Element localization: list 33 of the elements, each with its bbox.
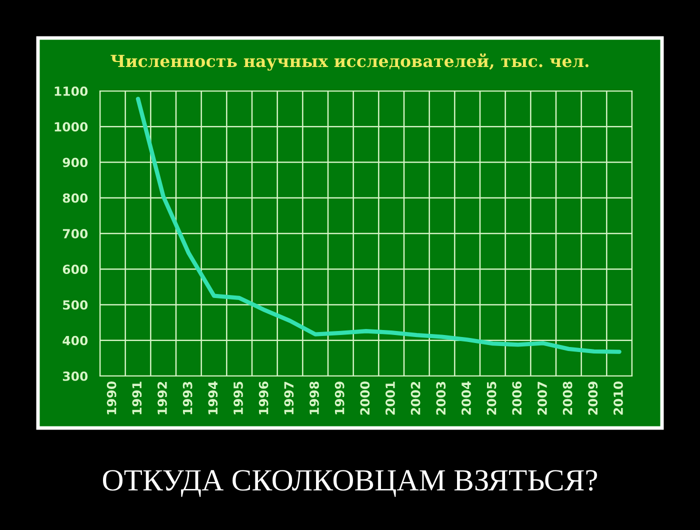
text: ОТКУДА СКОЛКОВЦАМ ВЗЯТЬСЯ? — [102, 470, 598, 497]
x-tick-label: 1998 — [310, 382, 319, 414]
x-tick-label: 2008 — [562, 382, 572, 415]
y-tick-label: 300 — [62, 371, 88, 381]
y-tick-label: 600 — [62, 264, 88, 274]
line-series — [136, 96, 622, 354]
x-tick-label: 2009 — [588, 382, 598, 415]
y-tick-label: 700 — [62, 228, 88, 238]
x-tick-label: 1993 — [182, 382, 192, 414]
y-tick-label: 1100 — [54, 86, 88, 96]
x-tick-label: 2010 — [614, 381, 623, 415]
x-tick-label: 2003 — [436, 382, 446, 415]
x-tick-label: 1996 — [258, 382, 268, 414]
y-tick-label: 800 — [62, 193, 88, 203]
x-tick-label: 2006 — [512, 382, 522, 415]
chart-title: Численность научных исследователей, тыс. чел. — [110, 53, 588, 71]
x-tick-label: 1991 — [132, 382, 142, 414]
y-tick-label: 400 — [62, 336, 88, 346]
x-tick-label: 2004 — [462, 381, 471, 415]
y-tick-label: 500 — [63, 300, 88, 310]
x-tick-label: 1990 — [106, 381, 116, 414]
x-tick-label: 2002 — [410, 382, 420, 415]
x-tick-label: 1999 — [334, 382, 344, 414]
x-tick-label: 1992 — [158, 382, 167, 414]
x-tick-label: 2000 — [360, 381, 370, 415]
y-tick-label: 1000 — [54, 122, 88, 132]
y-tick-label: 900 — [62, 158, 88, 168]
x-tick-label: 1994 — [208, 381, 218, 414]
x-tick-label: 2005 — [486, 382, 496, 415]
x-tick-label: 2007 — [538, 382, 547, 415]
x-tick-label: 1995 — [234, 382, 243, 414]
x-tick-label: 1997 — [284, 382, 294, 414]
x-tick-label: 2001 — [386, 382, 395, 415]
